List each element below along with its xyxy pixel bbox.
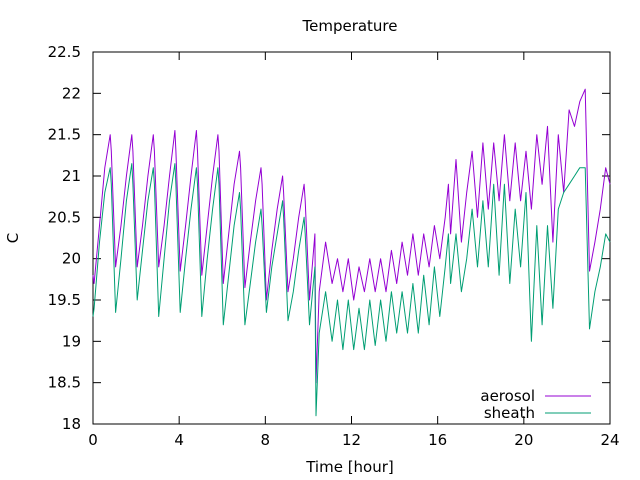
y-tick-label: 21 xyxy=(62,167,81,185)
y-tick-label: 20.5 xyxy=(48,208,81,226)
series-lines xyxy=(92,88,611,417)
y-tick-label: 18 xyxy=(62,415,81,433)
legend: aerosol sheath xyxy=(480,387,591,422)
x-tick-label: 12 xyxy=(342,431,361,449)
y-tick-label: 22.5 xyxy=(48,43,81,61)
y-axis-ticks: 18 18.5 19 19.5 20 20.5 21 21.5 22 22.5 xyxy=(48,43,610,433)
x-axis-ticks: 0 4 8 12 16 20 24 xyxy=(88,52,620,449)
x-tick-label: 8 xyxy=(261,431,271,449)
y-tick-label: 20 xyxy=(62,250,81,268)
x-tick-label: 0 xyxy=(88,431,98,449)
series-line-sheath xyxy=(92,163,611,417)
x-tick-label: 24 xyxy=(600,431,619,449)
legend-label-aerosol: aerosol xyxy=(480,387,535,405)
y-tick-label: 19.5 xyxy=(48,291,81,309)
x-tick-label: 4 xyxy=(174,431,184,449)
x-axis-label: Time [hour] xyxy=(305,458,394,476)
x-tick-label: 20 xyxy=(514,431,533,449)
y-tick-label: 18.5 xyxy=(48,374,81,392)
y-axis-label: C xyxy=(4,233,22,243)
chart-title: Temperature xyxy=(301,17,397,35)
x-tick-label: 16 xyxy=(428,431,447,449)
y-tick-label: 22 xyxy=(62,84,81,102)
y-tick-label: 19 xyxy=(62,332,81,350)
legend-label-sheath: sheath xyxy=(484,404,535,422)
series-line-aerosol xyxy=(92,88,611,384)
y-tick-label: 21.5 xyxy=(48,126,81,144)
